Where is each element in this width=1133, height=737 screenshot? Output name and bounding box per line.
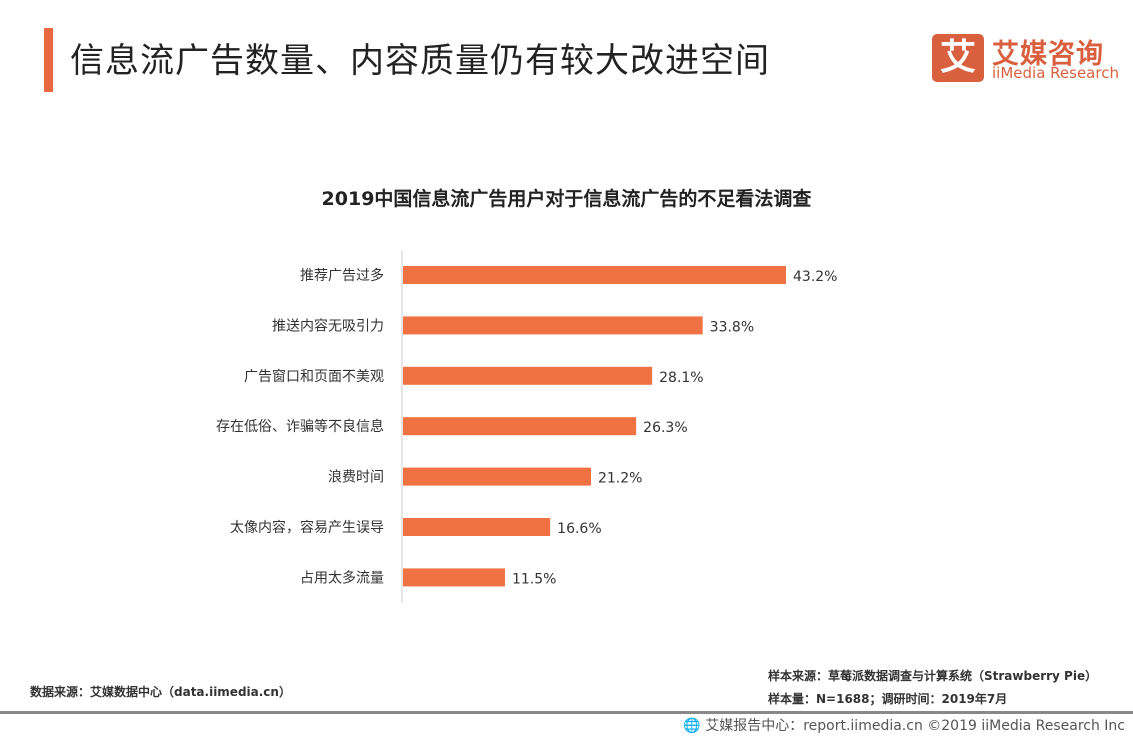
globe-icon: 🌐 xyxy=(683,718,701,734)
category-label: 占用太多流量 xyxy=(300,569,384,586)
data-source: 数据来源：艾媒数据中心（data.iimedia.cn） xyxy=(30,685,291,699)
footer: 🌐 艾媒报告中心：report.iimedia.cn ©2019 iiMedia… xyxy=(683,715,1125,735)
value-label: 26.3% xyxy=(643,420,687,436)
page-title: 信息流广告数量、内容质量仍有较大改进空间 xyxy=(70,41,770,81)
iimedia-logo: 艾 艾媒咨询 iiMedia Research xyxy=(932,32,1122,84)
sample-size: 样本量：N=1688；调研时间：2019年7月 xyxy=(768,692,1008,706)
logo-mark: 艾 xyxy=(932,34,984,82)
footer-divider xyxy=(0,711,1133,714)
category-label: 推送内容无吸引力 xyxy=(272,317,384,334)
title-accent-bar xyxy=(44,28,53,92)
footer-text: 艾媒报告中心：report.iimedia.cn ©2019 iiMedia R… xyxy=(705,718,1125,734)
bar xyxy=(403,316,703,335)
value-label: 28.1% xyxy=(659,370,703,386)
logo-en: iiMedia Research xyxy=(992,64,1119,82)
value-label: 21.2% xyxy=(598,471,642,487)
bar xyxy=(403,266,786,284)
value-label: 43.2% xyxy=(793,269,837,285)
value-label: 16.6% xyxy=(557,521,601,537)
bar xyxy=(403,518,551,536)
category-label: 浪费时间 xyxy=(328,470,384,486)
category-label: 太像内容，容易产生误导 xyxy=(230,519,384,536)
value-label: 33.8% xyxy=(710,319,754,335)
sample-source: 样本来源：草莓派数据调查与计算系统（Strawberry Pie） xyxy=(768,669,1098,683)
bar xyxy=(403,467,591,486)
bar xyxy=(403,366,653,385)
category-label: 存在低俗、诈骗等不良信息 xyxy=(216,418,384,435)
value-label: 11.5% xyxy=(512,571,556,587)
bar xyxy=(403,568,505,587)
category-label: 广告窗口和页面不美观 xyxy=(244,368,384,385)
chart-title: 2019中国信息流广告用户对于信息流广告的不足看法调查 xyxy=(321,188,812,210)
category-label: 推荐广告过多 xyxy=(300,267,384,284)
logo-cn: 艾媒咨询 xyxy=(992,39,1104,70)
bar xyxy=(403,417,637,436)
